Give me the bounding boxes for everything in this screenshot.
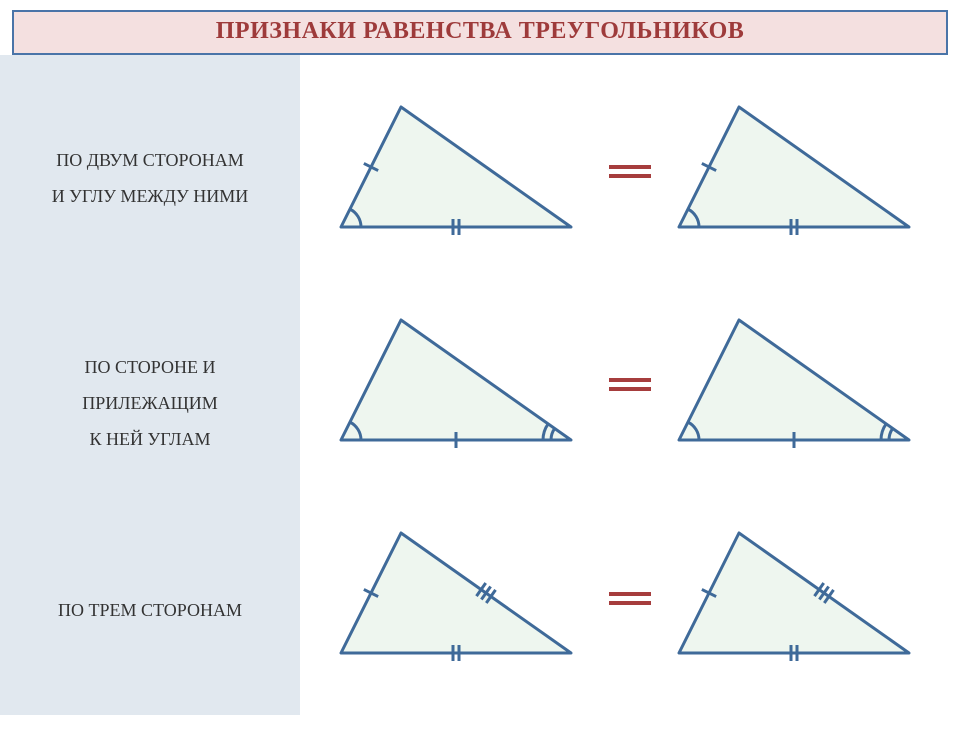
content-body: ПО ДВУМ СТОРОНАМИ УГЛУ МЕЖДУ НИМИ ПО СТОР… [0, 55, 960, 715]
sidebar: ПО ДВУМ СТОРОНАМИ УГЛУ МЕЖДУ НИМИ ПО СТОР… [0, 55, 300, 715]
equals-icon [605, 160, 655, 183]
triangle-diagram [331, 97, 591, 247]
equals-icon [605, 373, 655, 396]
equals-icon [605, 587, 655, 610]
criterion-row [300, 97, 960, 247]
page-title: ПРИЗНАКИ РАВЕНСТВА ТРЕУГОЛЬНИКОВ [12, 10, 948, 55]
triangle-diagram [331, 523, 591, 673]
criterion-label: ПО СТОРОНЕ ИПРИЛЕЖАЩИМК НЕЙ УГЛАМ [10, 349, 290, 457]
criterion-row [300, 523, 960, 673]
triangle-diagram [669, 523, 929, 673]
criterion-row [300, 310, 960, 460]
criterion-label-line: ПО ДВУМ СТОРОНАМ [10, 142, 290, 178]
criterion-label-line: И УГЛУ МЕЖДУ НИМИ [10, 178, 290, 214]
criterion-label-line: ПРИЛЕЖАЩИМ [10, 385, 290, 421]
criterion-label-line: К НЕЙ УГЛАМ [10, 421, 290, 457]
criterion-label: ПО ТРЕМ СТОРОНАМ [10, 592, 290, 628]
criterion-label-line: ПО СТОРОНЕ И [10, 349, 290, 385]
triangle-diagram [669, 97, 929, 247]
criterion-label: ПО ДВУМ СТОРОНАМИ УГЛУ МЕЖДУ НИМИ [10, 142, 290, 214]
diagram-area [300, 55, 960, 715]
triangle-diagram [331, 310, 591, 460]
criterion-label-line: ПО ТРЕМ СТОРОНАМ [10, 592, 290, 628]
triangle-diagram [669, 310, 929, 460]
